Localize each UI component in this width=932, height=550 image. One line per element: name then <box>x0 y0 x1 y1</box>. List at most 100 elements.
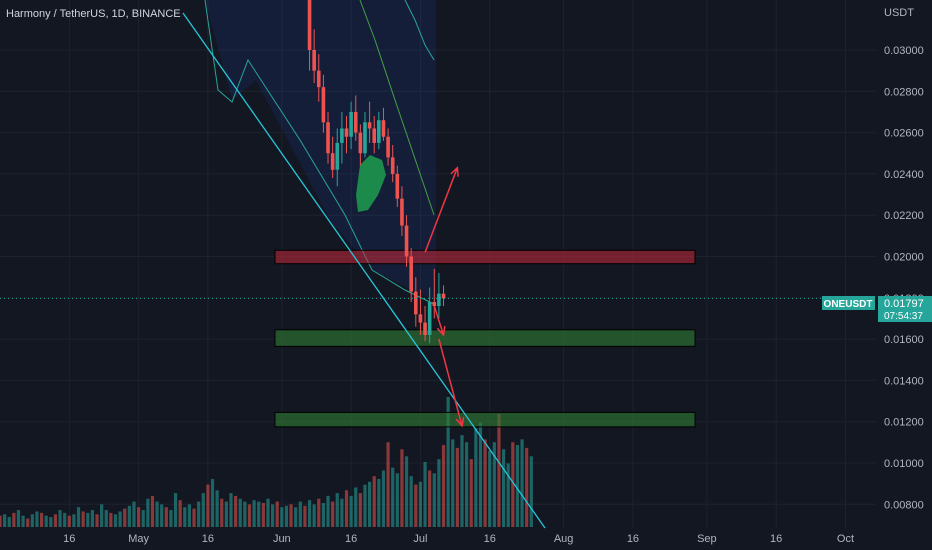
volume-bar <box>146 498 150 527</box>
volume-bar <box>298 501 302 527</box>
drawings[interactable] <box>182 12 546 529</box>
price-zones[interactable] <box>274 249 696 428</box>
volume-bar <box>39 512 44 527</box>
volume-bar <box>266 498 270 527</box>
support-zone[interactable] <box>274 411 696 428</box>
volume-bar <box>270 504 275 527</box>
candle-body <box>321 87 326 123</box>
time-tick-label: 16 <box>627 533 639 545</box>
volume-bar <box>224 501 228 527</box>
volume-bar <box>35 511 39 527</box>
volume-bar <box>284 505 289 527</box>
volume-bar <box>446 397 450 527</box>
volume-bar <box>483 439 487 527</box>
symbol-title[interactable]: Harmony / TetherUS, 1D, BINANCE <box>6 8 181 20</box>
price-tick-label: 0.02200 <box>884 210 924 222</box>
projection-arrow[interactable] <box>433 305 445 336</box>
volume-bar <box>197 501 201 527</box>
candle-body <box>409 256 413 292</box>
volume-bar <box>90 510 94 527</box>
time-tick-label: Aug <box>554 533 574 545</box>
candle-body <box>307 0 312 51</box>
time-tick-label: Sep <box>697 533 717 545</box>
resistance-zone[interactable] <box>274 249 696 265</box>
volume-bar <box>173 493 178 527</box>
volume-bar <box>127 505 131 527</box>
projection-arrow[interactable] <box>424 167 459 253</box>
volume-bar <box>326 495 330 527</box>
volume-bar <box>49 517 53 527</box>
volume-bar <box>238 498 242 527</box>
candle-body <box>358 132 363 154</box>
volume-bar <box>109 512 113 527</box>
volume-bar <box>178 500 182 527</box>
candle-body <box>367 122 372 129</box>
volume-bar <box>465 442 469 527</box>
projection-arrow-head <box>436 325 446 337</box>
volume-bar <box>155 501 159 527</box>
time-tick-label: 16 <box>63 533 75 545</box>
time-tick-label: Jun <box>273 533 291 545</box>
volume-bar <box>386 442 390 527</box>
volume-bar <box>312 504 316 527</box>
candle-body <box>316 70 321 88</box>
volume-bar <box>137 507 141 527</box>
volume-bar <box>183 507 187 527</box>
volume-bar <box>63 512 67 527</box>
indicator-overlays <box>204 0 437 306</box>
volume-bar <box>321 502 325 527</box>
descending-trendline[interactable] <box>182 12 546 529</box>
volume-bar <box>432 473 436 527</box>
volume-bar <box>275 501 279 527</box>
support-zone[interactable] <box>274 329 696 347</box>
candle-body <box>340 128 344 143</box>
price-axis: USDT 0.03000 0.02800 0.02600 0.02400 0.02200 0… <box>884 7 924 511</box>
price-axis-currency: USDT <box>884 7 914 19</box>
candle-body <box>372 128 377 143</box>
time-tick-label: 16 <box>484 533 496 545</box>
candle-body <box>312 50 316 71</box>
volume-bar <box>252 500 256 527</box>
time-tick-label: 16 <box>202 533 214 545</box>
volume-bar <box>201 493 205 527</box>
volume-bar <box>26 518 30 527</box>
price-tick-label: 0.01200 <box>884 417 924 429</box>
candle-body <box>437 293 441 307</box>
volume-bar <box>7 517 11 527</box>
volume-bar <box>520 439 524 527</box>
volume-bar <box>469 459 473 527</box>
volume-bar <box>192 508 196 527</box>
candle-body <box>427 301 432 335</box>
candle-body <box>349 111 353 137</box>
volume-bar <box>3 514 7 527</box>
candle-body <box>441 293 446 299</box>
time-tick-label: Jul <box>413 533 427 545</box>
volume-bar <box>21 515 25 527</box>
volume-bar <box>150 495 155 527</box>
volume-bar <box>377 478 381 527</box>
volume-bar <box>525 447 529 527</box>
symbol-label: ONEUSDT <box>824 299 873 310</box>
candlestick-series <box>307 0 446 344</box>
candle-body <box>363 122 367 154</box>
candle-body <box>432 301 437 307</box>
volume-bar <box>44 515 48 527</box>
volume-bar <box>358 493 362 527</box>
projection-arrow[interactable] <box>438 338 463 427</box>
price-label-bg <box>878 296 932 322</box>
volume-bar <box>243 501 247 527</box>
candle-body <box>404 225 409 257</box>
lower-band-line <box>204 0 437 306</box>
price-tick-label: 0.02000 <box>884 252 924 264</box>
volume-bar <box>437 459 441 527</box>
candle-body <box>335 142 340 170</box>
price-axis-panel[interactable] <box>876 0 932 550</box>
volume-bar <box>303 505 307 527</box>
volume-bar <box>58 510 62 527</box>
volume-bar <box>344 490 349 527</box>
volume-bar <box>234 495 238 527</box>
volume-bar <box>331 501 335 527</box>
volume-bar <box>141 510 145 527</box>
candle-body <box>326 122 330 154</box>
